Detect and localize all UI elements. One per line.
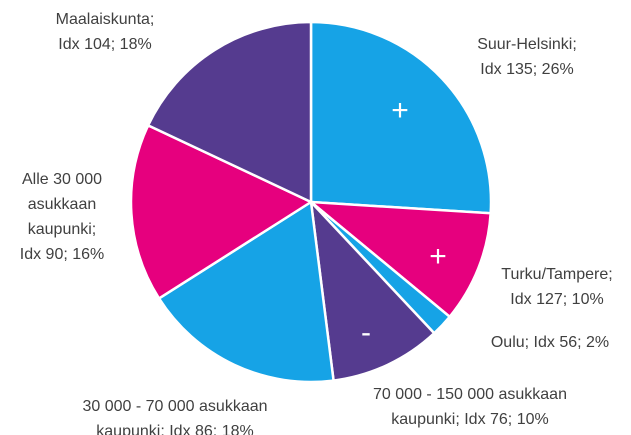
- slice-label: Idx 104; 18%: [58, 36, 151, 53]
- slice-marker: +: [429, 240, 447, 273]
- slice-label: asukkaan: [28, 196, 97, 213]
- slice-label: Idx 127; 10%: [510, 291, 603, 308]
- slice-label: Suur-Helsinki;: [477, 36, 577, 53]
- pie-slice: [307, 200, 492, 319]
- slice-label: kaupunki; Idx 76; 10%: [391, 411, 548, 428]
- slice-marker: -: [361, 316, 371, 349]
- slice-label: Idx 90; 16%: [20, 246, 105, 263]
- slice-label: kaupunki;: [28, 221, 97, 238]
- slice-label: Idx 135; 26%: [480, 61, 573, 78]
- pie-slice: [309, 198, 436, 382]
- slice-label: Turku/Tampere;: [501, 266, 612, 283]
- slice-label: 70 000 - 150 000 asukkaan: [373, 386, 567, 403]
- pie-slice: [146, 20, 313, 204]
- slice-label: Maalaiskunta;: [56, 11, 155, 28]
- slice-label: kaupunki; Idx 86; 18%: [96, 423, 253, 435]
- slice-label: 30 000 - 70 000 asukkaan: [82, 398, 267, 415]
- pie-slice: [129, 123, 314, 301]
- pie-slice: [157, 199, 335, 384]
- slice-marker: +: [391, 94, 409, 127]
- slice-label: Alle 30 000: [22, 171, 102, 188]
- pie-slice: [309, 20, 493, 215]
- slice-label: Oulu; Idx 56; 2%: [491, 334, 609, 351]
